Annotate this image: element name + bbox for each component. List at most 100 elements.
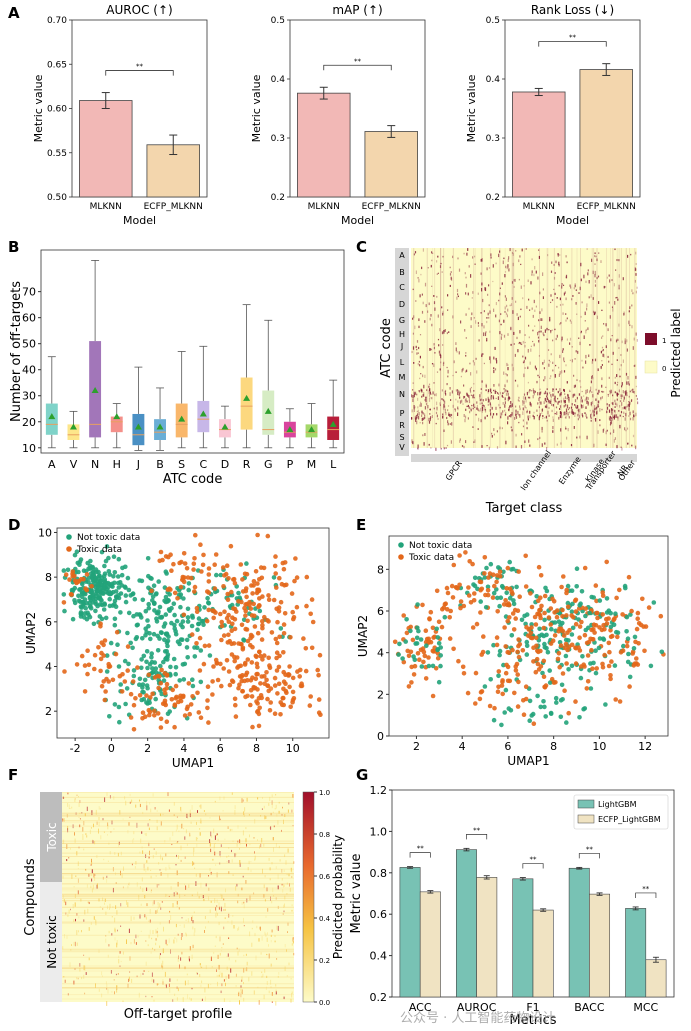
c-heatmap-cell: [482, 404, 484, 406]
c-heatmap-cell: [421, 293, 423, 296]
e-legend-marker: [398, 554, 404, 560]
b-mean-marker: [156, 423, 164, 430]
f-heatmap-cell: [226, 861, 228, 863]
f-heatmap-cell: [242, 830, 244, 836]
c-heatmap-cell: [483, 405, 485, 408]
d-point: [236, 599, 241, 604]
f-heatmap-cell: [259, 845, 260, 849]
a3-sig-bracket: [538, 41, 607, 47]
f-heatmap-cell: [117, 852, 119, 857]
e-point: [497, 569, 503, 574]
c-heatmap-cell: [418, 346, 420, 350]
f-heatmap-cell: [288, 802, 290, 805]
c-heatmap-cell: [517, 316, 519, 321]
e-point: [564, 590, 569, 596]
f-heatmap-cell: [76, 942, 78, 946]
c-heatmap-cell: [419, 355, 421, 359]
f-heatmap-cell: [73, 919, 75, 923]
c-heatmap-cell: [591, 258, 593, 262]
d-point: [198, 648, 204, 653]
c-heatmap-cell: [541, 408, 544, 411]
f-heatmap-cell: [74, 902, 76, 907]
f-heatmap-cell: [79, 800, 81, 803]
e-point: [426, 655, 431, 660]
e-point: [590, 666, 595, 671]
e-point: [485, 584, 491, 590]
c-heatmap-cell: [465, 354, 467, 357]
d-point: [274, 668, 280, 673]
c-heatmap-cell: [605, 345, 607, 349]
c-heatmap-cell: [503, 319, 505, 323]
d-point: [248, 702, 253, 708]
f-heatmap-cell: [248, 814, 250, 816]
c-heatmap-cell: [609, 390, 611, 392]
f-colorbar-label: Predicted probability: [331, 835, 345, 959]
f-heatmap-cell: [127, 830, 129, 834]
c-heatmap-cell: [463, 252, 465, 255]
c-heatmap-cell: [557, 254, 559, 257]
c-heatmap-cell: [443, 403, 445, 408]
c-heatmap-cell: [559, 371, 561, 375]
c-heatmap-cell: [498, 299, 500, 302]
f-heatmap-cell: [286, 873, 288, 875]
f-heatmap-cell: [168, 938, 170, 943]
f-heatmap-cell: [111, 933, 113, 936]
d-point: [237, 682, 242, 687]
d-point: [158, 680, 164, 686]
e-point: [515, 704, 521, 709]
d-point: [266, 593, 271, 598]
c-heatmap-cell: [574, 285, 576, 288]
c-heatmap-cell: [419, 377, 421, 380]
f-heatmap-cell: [204, 996, 206, 1002]
c-heatmap-cell: [616, 445, 618, 449]
f-heatmap-cell: [91, 888, 93, 893]
e-ytick-label: 8: [377, 563, 384, 576]
f-heatmap-cell: [290, 998, 292, 1003]
c-heatmap-cell: [442, 406, 445, 410]
e-point: [427, 616, 432, 622]
f-heatmap-cell: [90, 827, 92, 829]
c-heatmap-cell: [585, 280, 587, 283]
d-point: [159, 667, 164, 673]
c-heatmap-cell: [489, 402, 491, 406]
c-heatmap-cell: [412, 382, 414, 384]
e-xtick-label: 4: [459, 740, 466, 753]
d-point: [297, 674, 303, 679]
f-heatmap-cell: [96, 854, 98, 858]
b-ytick-label: 60: [22, 312, 36, 325]
e-point: [512, 690, 517, 696]
c-heatmap-cell: [437, 338, 440, 341]
f-heatmap-cell: [269, 867, 271, 871]
e-point: [562, 645, 568, 651]
c-heatmap-cell: [619, 414, 621, 417]
f-heatmap-cell: [95, 920, 97, 926]
f-heatmap-row: [62, 840, 294, 842]
d-point: [244, 670, 250, 676]
f-heatmap-cell: [228, 855, 230, 857]
c-heatmap-cell: [449, 387, 451, 390]
c-heatmap-cell: [429, 348, 431, 351]
c-heatmap-cell: [499, 331, 501, 335]
d-point: [101, 573, 107, 579]
f-heatmap-cell: [211, 835, 213, 838]
c-heatmap-cell: [479, 402, 481, 405]
f-heatmap-cell: [277, 885, 279, 890]
f-heatmap-cell: [176, 892, 178, 895]
c-heatmap-cell: [423, 417, 425, 421]
c-col-group-bar: [411, 454, 637, 462]
c-heatmap-cell: [489, 360, 492, 364]
f-heatmap-cell: [181, 933, 183, 937]
g-sig-bracket: [635, 892, 657, 898]
f-heatmap-cell: [109, 795, 111, 799]
c-heatmap-cell: [576, 313, 578, 315]
f-heatmap-cell: [265, 816, 267, 819]
c-heatmap-cell: [444, 400, 446, 404]
d-xtick-label: 2: [144, 742, 151, 755]
f-heatmap-cell: [120, 851, 122, 856]
a2-bar: [364, 131, 418, 198]
e-point: [509, 633, 515, 638]
d-point: [258, 653, 263, 659]
f-heatmap-cell: [241, 989, 243, 995]
c-heatmap-cell: [614, 437, 616, 440]
g-ytick-label: 0.8: [370, 867, 388, 880]
